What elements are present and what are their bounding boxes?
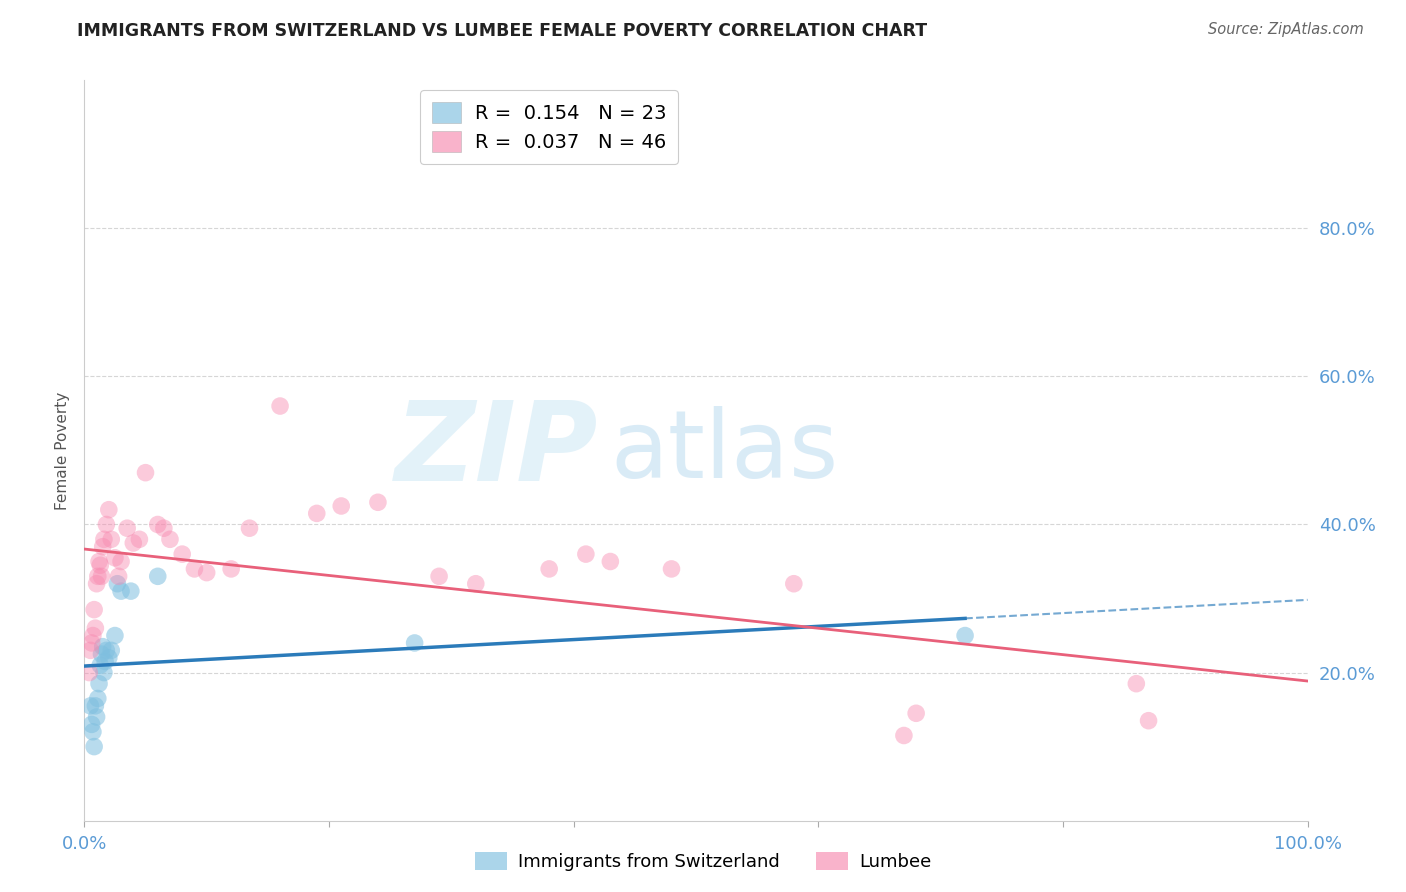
Point [146, 517, 169, 532]
Text: ZIP: ZIP [395, 397, 598, 504]
Point [110, 555, 132, 569]
Point [84, 621, 107, 635]
Point [104, 628, 127, 642]
Point [195, 566, 218, 580]
Point [90, 647, 112, 661]
Point [105, 576, 128, 591]
Point [79, 698, 101, 713]
Point [86, 710, 108, 724]
Point [893, 729, 915, 743]
Point [86, 576, 108, 591]
Point [77, 665, 100, 680]
Point [219, 562, 242, 576]
Point [122, 536, 145, 550]
Point [269, 399, 291, 413]
Point [538, 562, 561, 576]
Point [905, 706, 928, 721]
Point [93, 533, 115, 547]
Point [80, 636, 103, 650]
Point [94, 655, 117, 669]
Point [128, 533, 150, 547]
Legend: Immigrants from Switzerland, Lumbee: Immigrants from Switzerland, Lumbee [467, 845, 939, 879]
Point [783, 576, 806, 591]
Point [1125, 676, 1147, 690]
Point [87, 691, 110, 706]
Point [87, 569, 110, 583]
Point [82, 628, 104, 642]
Point [120, 584, 142, 599]
Point [91, 540, 114, 554]
Point [97, 502, 120, 516]
Point [661, 562, 683, 576]
Point [87, 555, 110, 569]
Point [1137, 714, 1160, 728]
Point [115, 521, 138, 535]
Point [183, 562, 205, 576]
Point [159, 533, 181, 547]
Point [87, 676, 110, 690]
Point [953, 628, 976, 642]
Point [79, 643, 101, 657]
Point [427, 569, 450, 583]
Point [172, 547, 194, 561]
Point [153, 521, 176, 535]
Point [599, 555, 621, 569]
Point [404, 636, 426, 650]
Point [83, 739, 105, 754]
Legend: R =  0.154   N = 23, R =  0.037   N = 46: R = 0.154 N = 23, R = 0.037 N = 46 [420, 90, 678, 163]
Point [84, 698, 107, 713]
Point [96, 643, 118, 657]
Point [238, 521, 260, 535]
Point [89, 658, 111, 673]
Point [100, 533, 122, 547]
Point [110, 584, 132, 599]
Text: atlas: atlas [610, 406, 838, 498]
Text: Source: ZipAtlas.com: Source: ZipAtlas.com [1208, 22, 1364, 37]
Point [367, 495, 389, 509]
Point [83, 602, 105, 616]
Point [97, 650, 120, 665]
Y-axis label: Female Poverty: Female Poverty [55, 392, 70, 509]
Point [93, 665, 115, 680]
Point [575, 547, 598, 561]
Point [91, 640, 114, 654]
Point [90, 569, 112, 583]
Point [82, 724, 104, 739]
Point [100, 643, 122, 657]
Point [89, 558, 111, 573]
Text: IMMIGRANTS FROM SWITZERLAND VS LUMBEE FEMALE POVERTY CORRELATION CHART: IMMIGRANTS FROM SWITZERLAND VS LUMBEE FE… [77, 22, 928, 40]
Point [330, 499, 353, 513]
Point [135, 466, 157, 480]
Point [107, 569, 129, 583]
Point [80, 717, 103, 731]
Point [464, 576, 486, 591]
Point [146, 569, 169, 583]
Point [96, 517, 118, 532]
Point [305, 507, 328, 521]
Point [104, 550, 127, 565]
